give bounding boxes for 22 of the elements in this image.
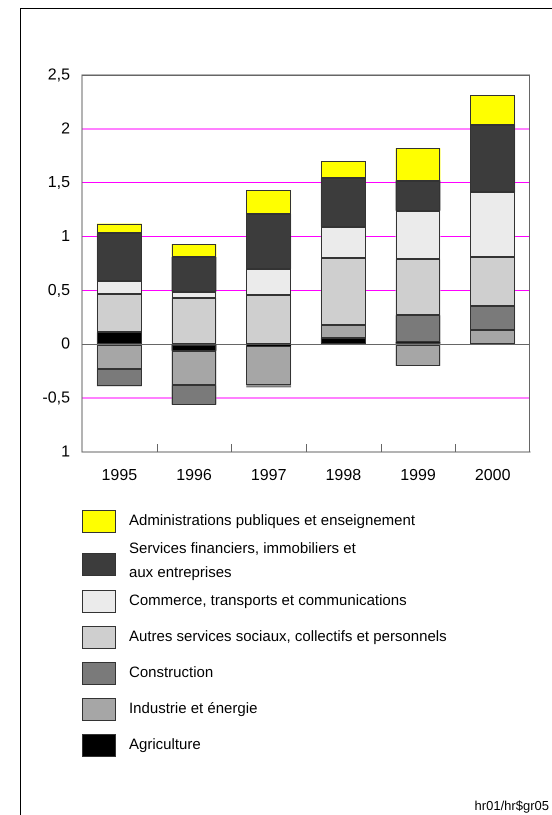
- y-tick-label: 1: [61, 228, 70, 245]
- y-tick-label: 1: [61, 443, 70, 460]
- y-tick-label: 0: [61, 336, 70, 353]
- legend-label: Industrie et énergie: [129, 700, 258, 718]
- legend-label: Services financiers, immobiliers et aux entreprises: [129, 540, 357, 582]
- legend-label: Agriculture: [129, 736, 201, 754]
- y-tick-label: 2: [61, 120, 70, 138]
- y-tick-label: 2,5: [48, 66, 70, 84]
- x-tick-label: 1995: [102, 467, 138, 484]
- x-tick-label: 1997: [250, 467, 287, 484]
- legend-label: Commerce, transports et communications: [129, 592, 407, 610]
- legend-label: Administrations publiques et enseignement: [129, 512, 416, 530]
- legend-label: Construction: [129, 664, 214, 682]
- x-tick-label: 1999: [400, 467, 436, 484]
- x-tick-label: 2000: [474, 467, 511, 484]
- x-tick-label: 1998: [326, 467, 362, 484]
- x-tick-label: 1996: [176, 467, 212, 484]
- y-tick-label: -0,5: [42, 390, 70, 407]
- y-tick-label: 0,5: [48, 282, 70, 299]
- text: hr01/hr$gr05: [474, 798, 549, 813]
- legend-label: Autres services sociaux, collectifs et personnels: [129, 628, 447, 646]
- y-tick-label: 1,5: [48, 174, 70, 192]
